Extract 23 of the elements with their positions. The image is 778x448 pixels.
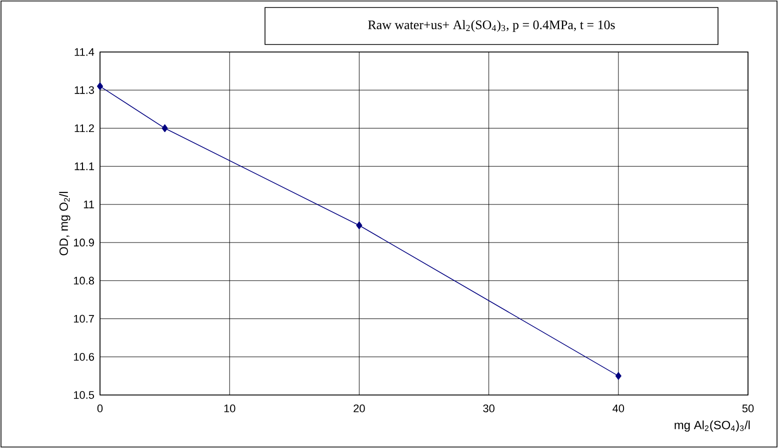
y-tick-label: 10.5 xyxy=(74,391,94,399)
y-tick-label: 11 xyxy=(84,200,94,208)
y-tick-label: 11.3 xyxy=(74,86,94,94)
y-axis-title: OD, mg O$_{2}$/l xyxy=(59,192,70,256)
point xyxy=(615,372,622,380)
x-tick-label: 10 xyxy=(224,404,236,412)
x-tick-label: 0 xyxy=(97,404,103,412)
x-tick-label: 20 xyxy=(354,404,365,412)
point xyxy=(356,221,362,230)
y-tick-label: 10.6 xyxy=(74,353,94,361)
y-tick-label: 10.9 xyxy=(74,238,94,246)
y-tick-label: 11.1 xyxy=(74,162,94,170)
point xyxy=(96,82,104,90)
x-axis-title: mg Al$_{2}$(SO$_{4}$)$_{3}$/l xyxy=(674,420,750,432)
x-tick-label: 40 xyxy=(612,404,624,412)
chart-title: Raw water+us+ Al$_{2}$(SO$_{4}$)$_{3}$, p = 0.4MPa, t = 10s xyxy=(368,20,615,32)
y-tick-label: 11.4 xyxy=(74,48,94,56)
y-tick-label: 11.2 xyxy=(74,124,94,132)
x-tick-label: 30 xyxy=(483,404,494,412)
point xyxy=(162,124,168,132)
y-tick-label: 10.8 xyxy=(74,276,94,285)
x-tick-label: 50 xyxy=(742,404,754,412)
y-tick-label: 10.7 xyxy=(74,314,94,323)
